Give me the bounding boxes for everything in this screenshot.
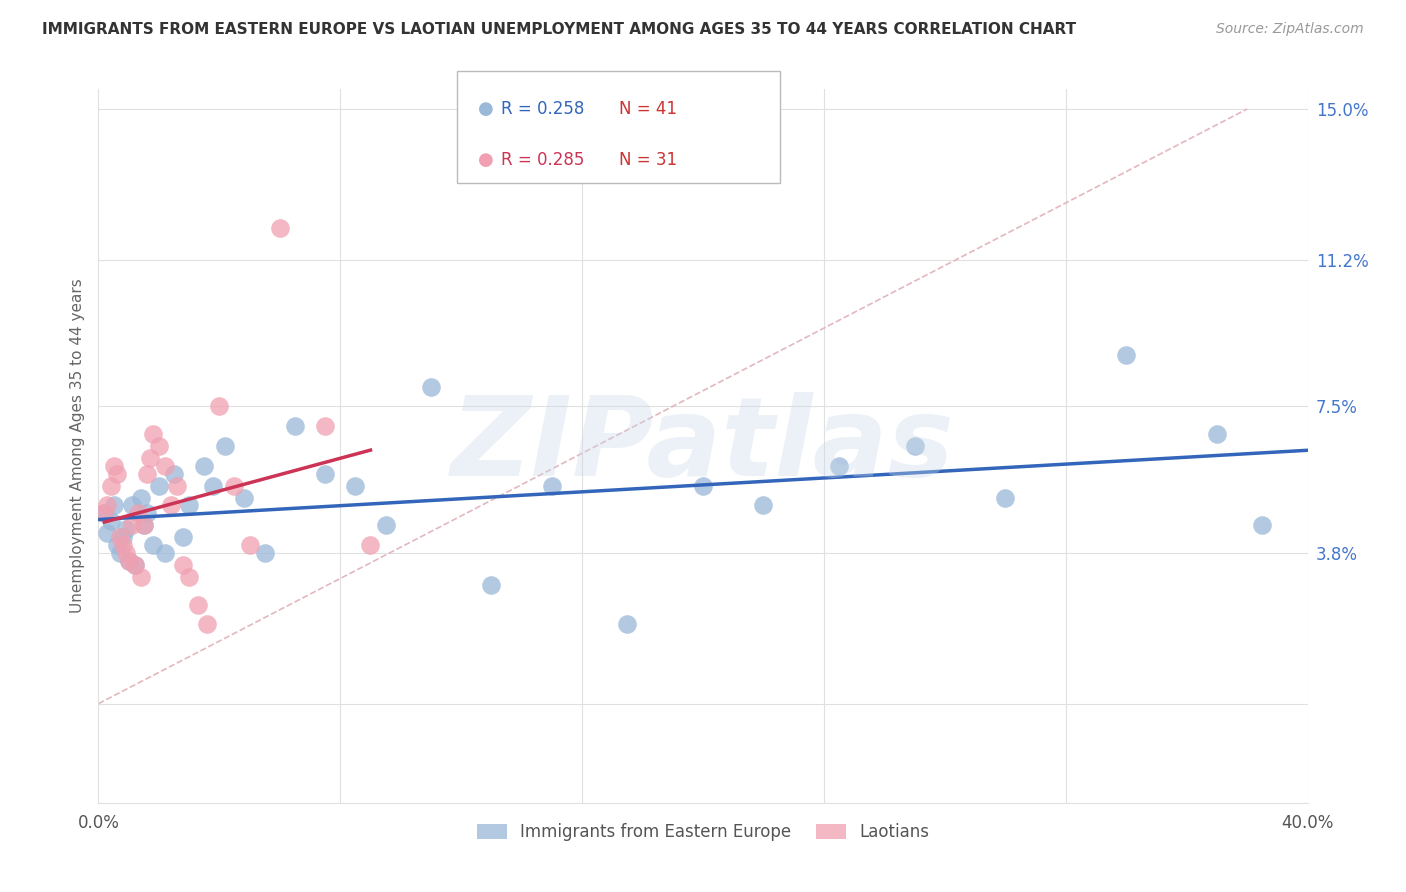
Point xyxy=(253,546,276,560)
Text: N = 31: N = 31 xyxy=(619,151,676,169)
Text: ●: ● xyxy=(478,100,494,118)
Point xyxy=(129,491,152,505)
Text: ●: ● xyxy=(478,151,494,169)
Point xyxy=(166,478,188,492)
Point xyxy=(96,499,118,513)
Y-axis label: Unemployment Among Ages 35 to 44 years: Unemployment Among Ages 35 to 44 years xyxy=(69,278,84,614)
Point xyxy=(100,478,122,492)
Point xyxy=(142,427,165,442)
Point xyxy=(124,558,146,572)
Point xyxy=(1115,348,1137,362)
Point xyxy=(103,499,125,513)
Point xyxy=(153,546,176,560)
Point xyxy=(103,458,125,473)
Point xyxy=(135,507,157,521)
Point xyxy=(132,518,155,533)
Point xyxy=(187,598,209,612)
Point xyxy=(139,450,162,465)
Point xyxy=(314,467,336,481)
Point xyxy=(994,491,1017,505)
Point xyxy=(232,491,254,505)
Point xyxy=(108,530,131,544)
Point xyxy=(420,379,443,393)
Point xyxy=(118,554,141,568)
Text: ZIPatlas: ZIPatlas xyxy=(451,392,955,500)
Point xyxy=(540,478,562,492)
Point xyxy=(108,546,131,560)
Point xyxy=(111,530,134,544)
Point xyxy=(100,514,122,528)
Point xyxy=(148,478,170,492)
Point xyxy=(96,526,118,541)
Point xyxy=(153,458,176,473)
Text: Source: ZipAtlas.com: Source: ZipAtlas.com xyxy=(1216,22,1364,37)
Point xyxy=(142,538,165,552)
Point xyxy=(179,499,201,513)
Point xyxy=(481,578,503,592)
Point xyxy=(172,558,194,572)
Text: IMMIGRANTS FROM EASTERN EUROPE VS LAOTIAN UNEMPLOYMENT AMONG AGES 35 TO 44 YEARS: IMMIGRANTS FROM EASTERN EUROPE VS LAOTIA… xyxy=(42,22,1077,37)
Point xyxy=(1206,427,1229,442)
Point xyxy=(344,478,367,492)
Point xyxy=(135,467,157,481)
Point xyxy=(114,546,136,560)
Point xyxy=(360,538,382,552)
Point xyxy=(121,499,143,513)
Point xyxy=(118,554,141,568)
Point xyxy=(111,538,134,552)
Text: N = 41: N = 41 xyxy=(619,100,676,118)
Point xyxy=(374,518,396,533)
Point xyxy=(616,617,638,632)
Point xyxy=(163,467,186,481)
Point xyxy=(692,478,714,492)
Point xyxy=(114,522,136,536)
Point xyxy=(202,478,225,492)
Point xyxy=(121,518,143,533)
Legend: Immigrants from Eastern Europe, Laotians: Immigrants from Eastern Europe, Laotians xyxy=(470,817,936,848)
Point xyxy=(195,617,218,632)
Point xyxy=(105,467,128,481)
Text: R = 0.285: R = 0.285 xyxy=(501,151,583,169)
Point xyxy=(269,221,291,235)
Point xyxy=(172,530,194,544)
Point xyxy=(129,570,152,584)
Point xyxy=(828,458,851,473)
Point xyxy=(93,507,115,521)
Point xyxy=(160,499,183,513)
Point xyxy=(124,558,146,572)
Point xyxy=(214,439,236,453)
Point xyxy=(1251,518,1274,533)
Point xyxy=(179,570,201,584)
Point xyxy=(193,458,215,473)
Point xyxy=(752,499,775,513)
Point xyxy=(132,518,155,533)
Point xyxy=(148,439,170,453)
Point xyxy=(239,538,262,552)
Text: R = 0.258: R = 0.258 xyxy=(501,100,583,118)
Point xyxy=(208,400,231,414)
Point xyxy=(105,538,128,552)
Point xyxy=(93,507,115,521)
Point xyxy=(127,507,149,521)
Point xyxy=(284,419,307,434)
Point xyxy=(314,419,336,434)
Point xyxy=(224,478,246,492)
Point xyxy=(904,439,927,453)
